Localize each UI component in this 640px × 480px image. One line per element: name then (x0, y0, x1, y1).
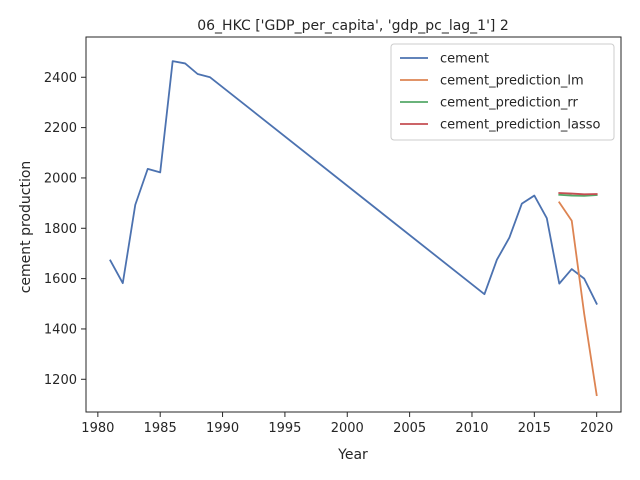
x-tick-label-7: 2015 (518, 421, 551, 436)
x-tick-label-6: 2010 (455, 421, 488, 436)
x-tick-label-8: 2020 (580, 421, 613, 436)
y-tick-label-4: 2000 (44, 171, 77, 186)
y-tick-label-6: 2400 (44, 71, 77, 86)
legend-label-1: cement_prediction_lm (440, 74, 584, 89)
x-tick-label-2: 1990 (206, 421, 239, 436)
legend-label-3: cement_prediction_lasso (440, 118, 600, 133)
series-line-2 (558, 193, 598, 197)
x-axis-label: Year (337, 447, 368, 463)
plot-lines (109, 60, 598, 397)
x-tick-label-5: 2005 (393, 421, 426, 436)
legend: cement cement_prediction_lm cement_predict… (390, 43, 615, 141)
series-line-0 (109, 60, 598, 305)
x-tick-label-4: 2000 (331, 421, 364, 436)
x-tick-label-3: 1995 (268, 421, 301, 436)
legend-label-0: cement (440, 52, 489, 67)
y-axis-label: cement production (18, 161, 34, 294)
y-tick-label-5: 2200 (44, 121, 77, 136)
x-tick-label-0: 1980 (81, 421, 114, 436)
x-axis: 1980 1985 1990 1995 2000 2005 2010 2015 2020 (81, 412, 613, 436)
x-tick-label-1: 1985 (144, 421, 177, 436)
y-axis: 1200 1400 1600 1800 2000 2200 2400 (44, 71, 86, 388)
legend-label-2: cement_prediction_rr (440, 96, 578, 111)
plot-frame (85, 36, 622, 413)
series-line-1 (558, 201, 598, 397)
legend-box (390, 43, 615, 141)
y-tick-label-3: 1800 (44, 222, 77, 237)
y-tick-label-0: 1200 (44, 373, 77, 388)
y-tick-label-1: 1400 (44, 322, 77, 337)
chart-title: 06_HKC ['GDP_per_capita', 'gdp_pc_lag_1'… (197, 18, 509, 34)
y-tick-label-2: 1600 (44, 272, 77, 287)
series-line-3 (558, 192, 598, 196)
